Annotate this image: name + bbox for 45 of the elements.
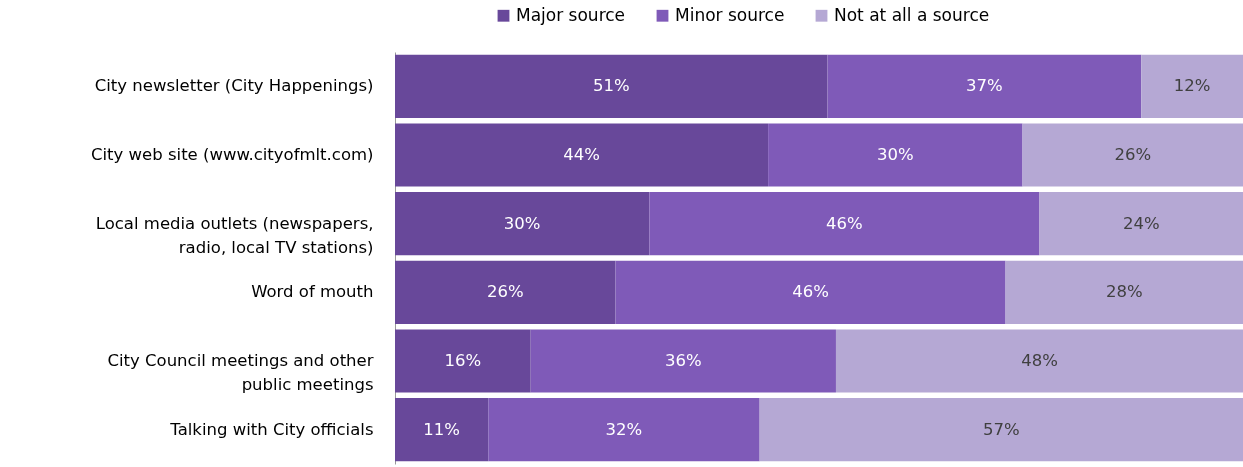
y-tick-label: City web site (www.cityofmlt.com) [91,145,374,164]
legend-label: Minor source [675,4,785,25]
data-label: 46% [826,213,863,233]
bar [395,398,489,462]
y-tick-label: Word of mouth [251,282,374,302]
data-label: 11% [423,419,460,439]
bar [1039,192,1243,256]
bar [835,329,1243,393]
data-label: 30% [876,145,914,164]
bar [1005,260,1243,324]
data-label: 30% [503,213,541,233]
bar [488,398,760,462]
data-label: 37% [966,76,1003,96]
bar [649,192,1040,256]
bar [395,123,769,187]
bar [395,329,531,393]
bar [530,329,836,393]
bar [615,260,1006,324]
bar [395,260,616,324]
bar [395,54,828,118]
bar [827,54,1142,118]
bar [768,123,1023,187]
y-tick-label: Local media outlets (newspapers, radio, local TV stations) [95,213,374,257]
bar [759,398,1243,462]
y-tick-label: City Council meetings and other public meetings [107,351,374,394]
data-label: 44% [563,145,600,164]
data-label: 36% [664,351,702,370]
data-label: 26% [486,282,524,302]
data-label: 26% [1114,145,1152,164]
legend-label: Not at all a source [834,4,990,25]
data-label: 46% [792,282,829,302]
data-label: 57% [982,419,1020,439]
data-label: 48% [1021,351,1058,370]
data-label: 51% [592,76,630,96]
data-label: 32% [605,419,643,439]
data-label: 28% [1105,282,1143,302]
legend-label: Major source [516,4,626,25]
y-tick-label: Talking with City officials [169,419,374,439]
data-label: 16% [444,351,482,370]
bar [395,192,650,256]
data-label: 24% [1122,213,1160,233]
data-label: 12% [1173,76,1211,96]
y-tick-label: City newsletter (City Happenings) [94,76,374,96]
bar [1022,123,1243,187]
bar [1141,54,1243,118]
